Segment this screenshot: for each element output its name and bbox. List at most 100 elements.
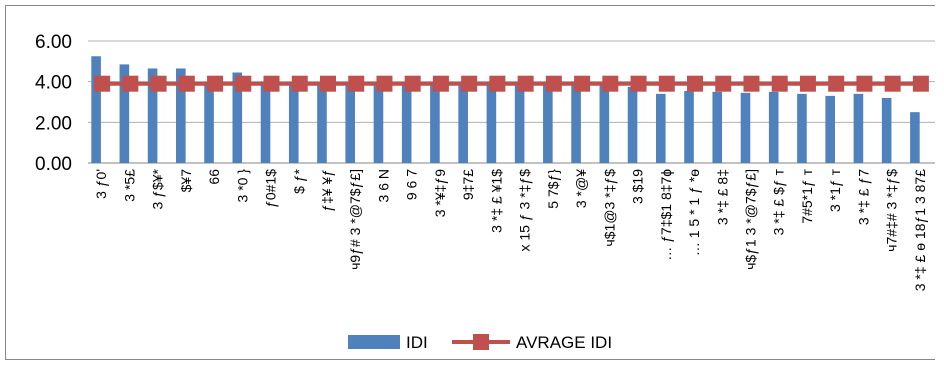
- legend-swatch-idi: [348, 335, 400, 349]
- x-category-label: ч7#‡# 3 *‡ƒ$: [884, 169, 900, 252]
- x-category-label: 3 *‡ £ ɵ 18ƒ1 3 87£: [912, 169, 928, 291]
- legend-label-idi: IDI: [406, 333, 428, 352]
- legend-label-avg: AVRAGE IDI: [516, 333, 612, 352]
- bar: [853, 93, 864, 163]
- bar: [768, 91, 779, 163]
- average-marker: [178, 75, 195, 92]
- average-marker: [771, 75, 788, 92]
- average-marker: [150, 75, 167, 92]
- average-marker: [828, 75, 845, 92]
- x-category-label: … ƒ7‡$1 8‡7ɸ: [658, 169, 674, 261]
- x-category-label: 3 *‡ £ $ƒ т: [771, 168, 787, 235]
- y-tick-label: 0.00: [35, 154, 72, 175]
- bar: [401, 83, 412, 163]
- x-category-label: 3 6 N: [375, 169, 391, 202]
- x-category-label: $ ƒ*: [291, 168, 307, 193]
- bar: [514, 84, 525, 163]
- bar: [458, 83, 468, 163]
- bar: [655, 93, 666, 163]
- x-category-label: ƒ0#1$: [263, 169, 279, 208]
- average-line-series: [94, 75, 929, 92]
- average-marker: [207, 75, 224, 92]
- average-marker: [94, 75, 111, 92]
- x-axis-labels: 3 ƒ0' 3 *5£ 3 ƒ$¥* $¥7 66 3 *0 } ƒ0#1$ $ ƒ* ƒ‡¥ …: [93, 168, 928, 291]
- gridlines: [88, 40, 935, 164]
- bar: [345, 83, 356, 163]
- bar-series: [91, 56, 920, 163]
- x-category-label: 5 7$ƒ}: [545, 169, 561, 209]
- y-axis-ticks: 0.00 2.00 4.00 6.00: [35, 32, 72, 175]
- average-marker: [376, 75, 393, 92]
- average-marker: [630, 75, 647, 92]
- average-marker: [545, 75, 562, 92]
- chart-frame: [5, 5, 935, 360]
- average-marker: [687, 75, 704, 92]
- bar: [176, 68, 186, 163]
- average-marker: [743, 75, 760, 92]
- y-tick-label: 4.00: [35, 73, 72, 94]
- average-marker: [122, 75, 139, 92]
- x-category-label: 7#5*1ƒ т: [799, 168, 815, 223]
- legend-marker-avg: [473, 334, 489, 350]
- x-category-label: 3 *¥‡ƒ9: [432, 169, 448, 217]
- x-category-label: 3 $19: [630, 169, 646, 204]
- x-category-label: 9 6 7: [404, 169, 420, 200]
- average-marker: [715, 75, 732, 92]
- bar: [317, 82, 327, 163]
- x-category-label: ƒ‡¥ ¥ƒ: [319, 169, 335, 212]
- average-marker: [658, 75, 675, 92]
- average-marker: [319, 75, 336, 92]
- average-marker: [574, 75, 591, 92]
- bar: [147, 68, 158, 163]
- x-category-label: 66: [206, 169, 222, 185]
- x-category-label: … 1 5 * 1 ƒ *ɵ: [686, 169, 702, 256]
- average-marker: [263, 75, 280, 92]
- bar: [288, 82, 299, 163]
- average-marker: [291, 75, 308, 92]
- y-tick-label: 6.00: [35, 32, 72, 53]
- x-category-label: 3 *1ƒ т: [827, 168, 843, 212]
- bar: [543, 84, 553, 163]
- average-marker: [432, 75, 449, 92]
- bar: [599, 84, 610, 163]
- average-marker: [489, 75, 506, 92]
- x-category-label: 3 *‡ £ 8‡: [714, 169, 730, 225]
- x-category-label: ч$ƒ1 3 *@7$ƒ£]: [742, 169, 758, 270]
- bar: [881, 97, 892, 163]
- bar: [260, 81, 271, 163]
- bar: [232, 72, 243, 163]
- x-category-label: ч$1@3 *‡ƒ$: [601, 169, 617, 247]
- average-marker: [856, 75, 873, 92]
- x-category-label: 3 *5£: [121, 169, 137, 202]
- average-marker: [348, 75, 365, 92]
- x-category-label: 3 *0 }: [234, 169, 250, 203]
- bar: [825, 95, 835, 163]
- x-category-label: 9‡7£: [460, 169, 476, 200]
- bar: [797, 93, 807, 163]
- x-category-label: 3 ƒ0': [93, 169, 109, 199]
- bar: [204, 81, 214, 163]
- average-marker: [517, 75, 534, 92]
- average-marker: [912, 75, 929, 92]
- x-category-label: 3 ƒ$¥*: [150, 168, 166, 209]
- average-marker: [461, 75, 478, 92]
- average-marker: [799, 75, 816, 92]
- average-marker: [404, 75, 421, 92]
- bar: [740, 92, 751, 163]
- legend: IDI AVRAGE IDI: [348, 333, 612, 352]
- x-category-label: 3 *‡ £ ¥1$: [488, 169, 504, 233]
- bar: [430, 83, 440, 163]
- bar: [910, 112, 920, 163]
- y-tick-label: 2.00: [35, 113, 72, 134]
- bar: [486, 83, 497, 163]
- bar: [712, 91, 723, 163]
- bar: [571, 84, 581, 163]
- bar: [119, 64, 130, 163]
- bar: [91, 56, 101, 163]
- x-category-label: 3 *@¥: [573, 169, 589, 208]
- x-category-label: ч9ƒ# 3 *@7$ƒ£]: [347, 169, 363, 270]
- bar: [627, 86, 638, 163]
- x-category-label: $¥7: [178, 169, 194, 193]
- x-category-label: x 15 ƒ 3 *‡ƒ$: [517, 169, 533, 252]
